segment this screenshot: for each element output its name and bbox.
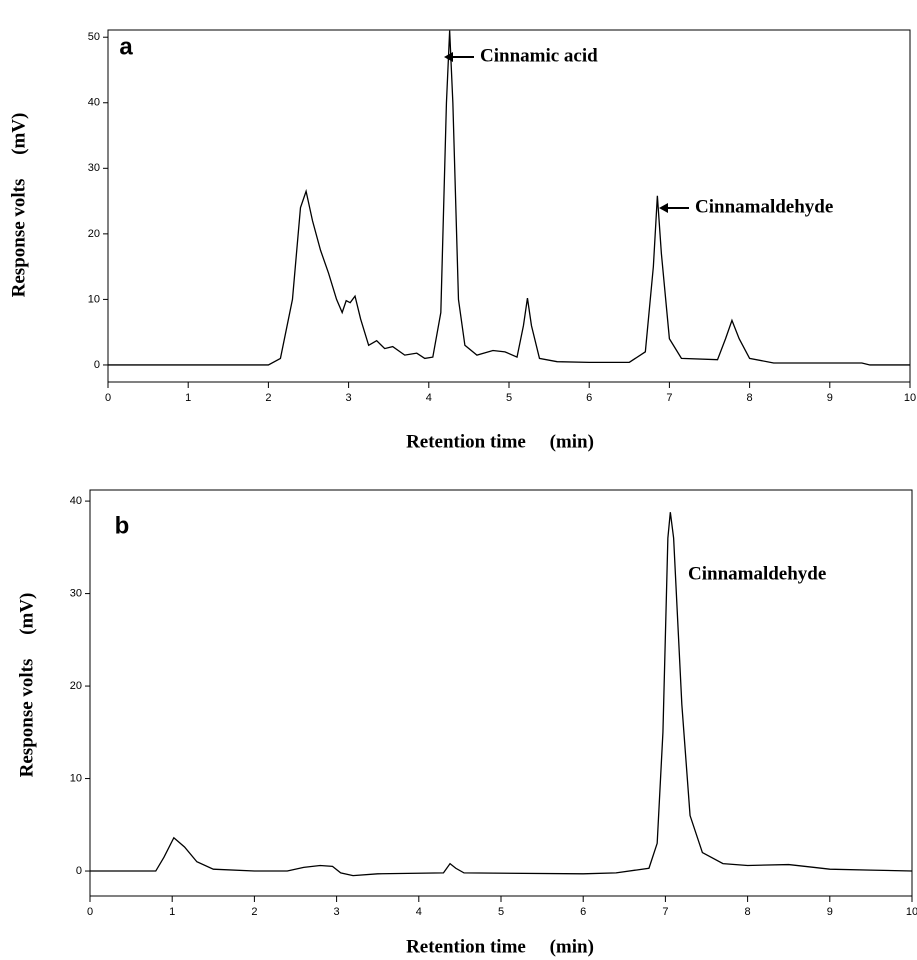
x-tick-label: 6 — [586, 392, 592, 404]
x-tick-label: 10 — [904, 392, 916, 404]
x-tick-label: 4 — [426, 392, 432, 404]
x-tick-label: 9 — [827, 906, 833, 918]
x-tick-label: 1 — [169, 906, 175, 918]
x-axis-label: Retention time (min) — [406, 431, 594, 452]
x-tick-label: 9 — [827, 392, 833, 404]
annotation-arrowhead — [444, 52, 453, 62]
x-tick-label: 8 — [747, 392, 753, 404]
plot-frame — [89, 489, 913, 897]
x-tick-label: 1 — [185, 392, 191, 404]
panel-label: b — [115, 512, 130, 539]
y-axis-label: Response volts (mV) — [16, 593, 37, 778]
x-tick-label: 10 — [906, 906, 917, 918]
y-tick-label: 10 — [70, 772, 82, 784]
x-axis-label: Retention time (min) — [406, 936, 594, 957]
annotation: Cinnamic acid — [480, 45, 598, 66]
x-tick-label: 7 — [662, 906, 668, 918]
x-tick-label: 3 — [334, 906, 340, 918]
x-tick-label: 7 — [666, 392, 672, 404]
y-tick-label: 50 — [88, 31, 100, 43]
y-tick-label: 0 — [94, 359, 100, 371]
x-tick-label: 0 — [105, 392, 111, 404]
x-tick-label: 0 — [87, 906, 93, 918]
x-tick-label: 8 — [745, 906, 751, 918]
annotation-arrowhead — [659, 203, 668, 213]
y-tick-label: 20 — [88, 228, 100, 240]
y-tick-label: 20 — [70, 680, 82, 692]
y-tick-label: 30 — [70, 587, 82, 599]
x-tick-label: 4 — [416, 906, 422, 918]
y-axis-label: Response volts (mV) — [8, 113, 29, 298]
x-tick-label: 6 — [580, 906, 586, 918]
annotation: Cinnamaldehyde — [688, 563, 826, 584]
x-tick-label: 2 — [251, 906, 257, 918]
panel-label: a — [119, 33, 133, 60]
chromatogram-line — [90, 512, 913, 877]
annotation: Cinnamaldehyde — [695, 196, 833, 217]
chromatogram-line — [108, 30, 910, 366]
y-tick-label: 40 — [88, 97, 100, 109]
x-tick-label: 2 — [265, 392, 271, 404]
x-tick-label: 5 — [498, 906, 504, 918]
y-tick-label: 30 — [88, 162, 100, 174]
y-tick-label: 0 — [76, 865, 82, 877]
x-tick-label: 5 — [506, 392, 512, 404]
x-tick-label: 3 — [346, 392, 352, 404]
y-tick-label: 10 — [88, 293, 100, 305]
y-tick-label: 40 — [70, 495, 82, 507]
